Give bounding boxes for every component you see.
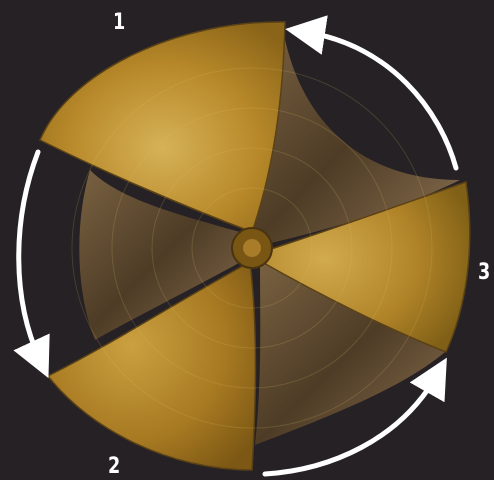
cutting-face-2 xyxy=(46,260,257,471)
flute-upper-right xyxy=(250,30,460,245)
rotation-arrow-1-to-2 xyxy=(13,149,50,379)
flute-left xyxy=(79,170,249,340)
rotation-arrow-2-to-3 xyxy=(262,357,447,477)
cutting-face-1 xyxy=(39,21,286,233)
machining-rings xyxy=(71,67,433,429)
rotation-arrow-3-to-1 xyxy=(285,15,459,171)
flute-lower-right xyxy=(255,262,445,445)
cutting-face-3 xyxy=(261,180,471,353)
label-3: 3 xyxy=(478,260,491,285)
label-1: 1 xyxy=(113,10,126,35)
label-2: 2 xyxy=(108,454,121,479)
